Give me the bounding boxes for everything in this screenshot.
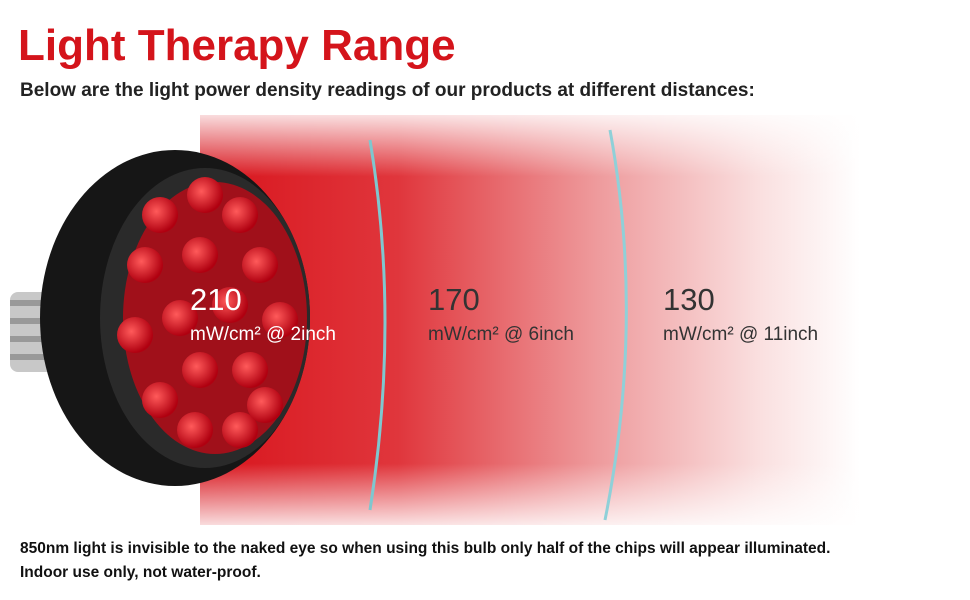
reading-value: 130: [663, 282, 715, 317]
reading-label: mW/cm² @ 11inch: [663, 324, 818, 345]
light-beam: [200, 115, 860, 525]
reading-label: mW/cm² @ 2inch: [190, 324, 336, 345]
note: 850nm light is invisible to the naked ey…: [20, 540, 830, 557]
reading-label: mW/cm² @ 6inch: [428, 324, 574, 345]
reading-value: 170: [428, 282, 480, 317]
reading-value: 210: [190, 282, 242, 317]
subtitle: Below are the light power density readin…: [20, 80, 755, 101]
title: Light Therapy Range: [18, 21, 456, 70]
note: Indoor use only, not water-proof.: [20, 564, 261, 581]
readings: 210 mW/cm² @ 2inch 170 mW/cm² @ 6inch 13…: [190, 282, 818, 345]
bulb: [10, 150, 310, 486]
